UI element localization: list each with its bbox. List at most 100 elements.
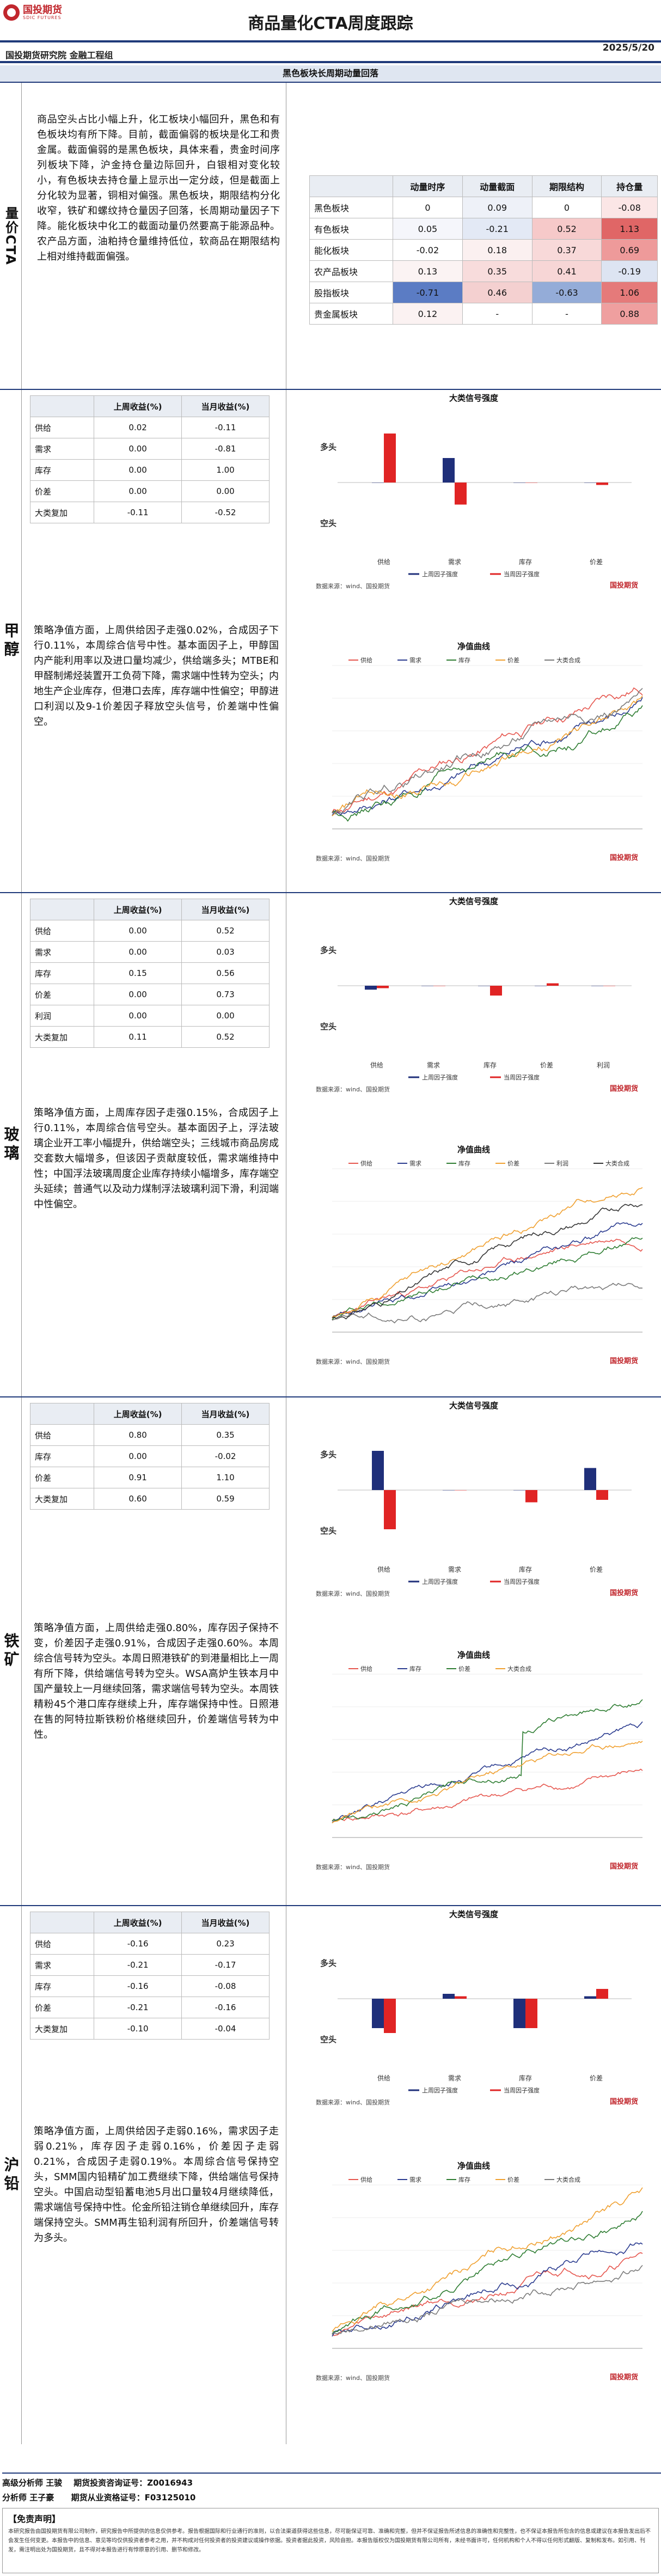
analyst-1: 高级分析师 王骏	[2, 2478, 63, 2488]
brand-logo: 国投期货 SDIC FUTURES	[3, 4, 62, 21]
table-row: 库存 0.15 0.56	[29, 962, 270, 984]
bar-cur	[490, 986, 502, 996]
bar-cur	[384, 1999, 396, 2033]
report-header: 国投期货 SDIC FUTURES 商品量化CTA周度跟踪	[0, 0, 661, 42]
table-cell: 0	[393, 197, 463, 218]
table-cell: 0.60	[94, 1488, 182, 1510]
source-note: 数据来源：wind、国投期货	[316, 2374, 390, 2382]
bar-cur	[596, 1989, 608, 1999]
bar-cur	[384, 1490, 396, 1529]
nav-chart-title: 净值曲线	[457, 642, 490, 651]
table-cell: 0.73	[181, 984, 270, 1005]
legend-label: 上周因子强度	[422, 2086, 458, 2094]
table-cell: -0.21	[94, 1997, 182, 2018]
legend-label: 库存	[458, 2176, 470, 2183]
table-cell: 0.00	[94, 984, 182, 1005]
bar-prev	[443, 1994, 455, 1999]
legend-label: 库存	[458, 656, 470, 664]
table-row: 大类复加 -0.11 -0.52	[29, 502, 270, 523]
legend-label: 价差	[458, 1665, 470, 1672]
tick-label: 供给	[377, 1566, 390, 1573]
row-label: 价差	[29, 984, 95, 1005]
returns-table: 上周收益(%) 当月收益(%) 供给 0.02 -0.11 需求 0.00 -0.81 库存 0.…	[29, 395, 270, 523]
bar-cur	[377, 986, 389, 988]
row-label: 大类复加	[29, 1488, 95, 1510]
nav-series	[332, 1238, 643, 1320]
table-header: 上周收益(%)	[94, 395, 182, 417]
nav-series	[332, 2264, 643, 2335]
table-row: 库存 0.00 -0.02	[29, 1445, 270, 1467]
nav-chart-title: 净值曲线	[457, 2161, 490, 2171]
table-header: 持仓量	[601, 175, 658, 197]
table-cell: -0.04	[181, 2018, 270, 2040]
returns-table: 上周收益(%) 当月收益(%) 供给 0.80 0.35 库存 0.00 -0.02 价差 0.9…	[29, 1403, 270, 1510]
bar-cur	[525, 1999, 537, 2028]
source-note: 数据来源：wind、国投期货	[316, 2099, 390, 2106]
disclaimer-text: 本研究报告由国投期货有限公司制作，研究报告中所提供的信息仅供参考。报告根据国际和…	[8, 2529, 651, 2553]
nav-series	[332, 688, 643, 815]
table-row: 能化板块 -0.02 0.18 0.37 0.69	[309, 239, 658, 261]
table-header	[29, 1912, 95, 1933]
nav-chart: 供给 需求 库存 价差 利润 大类合成	[332, 1159, 643, 1333]
section-label: 沪铅	[0, 1906, 22, 2444]
nav-series	[332, 1741, 643, 1824]
factor-table: 动量时序 动量截面 期限结构 持仓量 黑色板块 0 0.09 0 -0.08 有色板块 0.05 -0…	[309, 175, 658, 325]
table-cell: 0.00	[94, 1445, 182, 1467]
brand-mark: 国投期货	[610, 2098, 639, 2106]
table-cell: -0.16	[94, 1975, 182, 1997]
nav-chart: 供给 需求 库存 价差 大类合成	[332, 2176, 643, 2349]
source-note: 数据来源：wind、国投期货	[316, 1358, 390, 1365]
table-header: 期限结构	[531, 175, 602, 197]
table-header: 动量时序	[393, 175, 463, 197]
bar-prev	[513, 1999, 525, 2028]
table-row: 大类复加 0.11 0.52	[29, 1026, 270, 1048]
table-row: 股指板块 -0.71 0.46 -0.63 1.06	[309, 282, 658, 303]
row-label: 大类复加	[29, 502, 95, 523]
legend-label: 上周因子强度	[422, 1073, 458, 1081]
table-cell: 0.41	[531, 260, 602, 282]
tick-label: 库存	[519, 2074, 532, 2082]
source-note: 数据来源：wind、国投期货	[316, 1590, 390, 1597]
table-cell: 0.00	[94, 1005, 182, 1027]
tick-label: 需求	[427, 1061, 440, 1069]
report-date: 2025/5/20	[602, 42, 654, 53]
table-row: 农产品板块 0.13 0.35 0.41 -0.19	[309, 260, 658, 282]
long-label: 多头	[320, 1450, 336, 1460]
table-cell: 0.35	[181, 1424, 270, 1446]
analyst-info: 高级分析师 王骏 期货投资咨询证号：Z0016943 分析师 王子豪 期货从业资…	[2, 2473, 661, 2503]
section-lead: 沪铅 上周收益(%) 当月收益(%) 供给 -0.16 0.23 需求 -0.21 -0.17 库…	[0, 1905, 661, 2444]
table-cell: 0.46	[462, 282, 533, 303]
table-header: 上周收益(%)	[94, 899, 182, 920]
brand-name-en: SDIC FUTURES	[23, 15, 62, 20]
table-row: 黑色板块 0 0.09 0 -0.08	[309, 197, 658, 218]
table-cell: -0.16	[94, 1933, 182, 1955]
tick-label: 需求	[448, 558, 461, 566]
table-cell: 0.23	[181, 1933, 270, 1955]
nav-series	[332, 1204, 643, 1320]
section-label: 量价CTA	[0, 83, 22, 389]
tick-label: 价差	[540, 1061, 553, 1069]
table-cell: -0.08	[601, 197, 658, 218]
tick-label: 利润	[597, 1061, 610, 1069]
nav-series	[332, 2211, 643, 2335]
table-cell: 1.13	[601, 218, 658, 240]
long-label: 多头	[320, 945, 336, 955]
table-cell: 0.18	[462, 239, 533, 261]
table-cell: 0	[531, 197, 602, 218]
brand-mark: 国投期货	[610, 1357, 639, 1365]
legend-label: 大类合成	[556, 2176, 580, 2183]
legend-label: 当周因子强度	[504, 1578, 540, 1585]
bar-prev	[584, 1996, 596, 1999]
table-cell: -0.16	[181, 1997, 270, 2018]
signal-chart-title: 大类信号强度	[449, 896, 498, 906]
table-row: 利润 0.00 0.00	[29, 1005, 270, 1027]
tick-label: 库存	[519, 558, 532, 566]
tick-label: 供给	[377, 2074, 390, 2082]
row-label: 贵金属板块	[309, 303, 394, 325]
table-cell: 0.02	[94, 417, 182, 438]
strategy-summary: 策略净值方面，上周供给因子走弱0.16%，需求因子走弱0.21%，库存因子走弱0…	[34, 2126, 279, 2244]
bar-cur	[455, 1490, 467, 1491]
legend-label: 价差	[507, 2176, 519, 2183]
